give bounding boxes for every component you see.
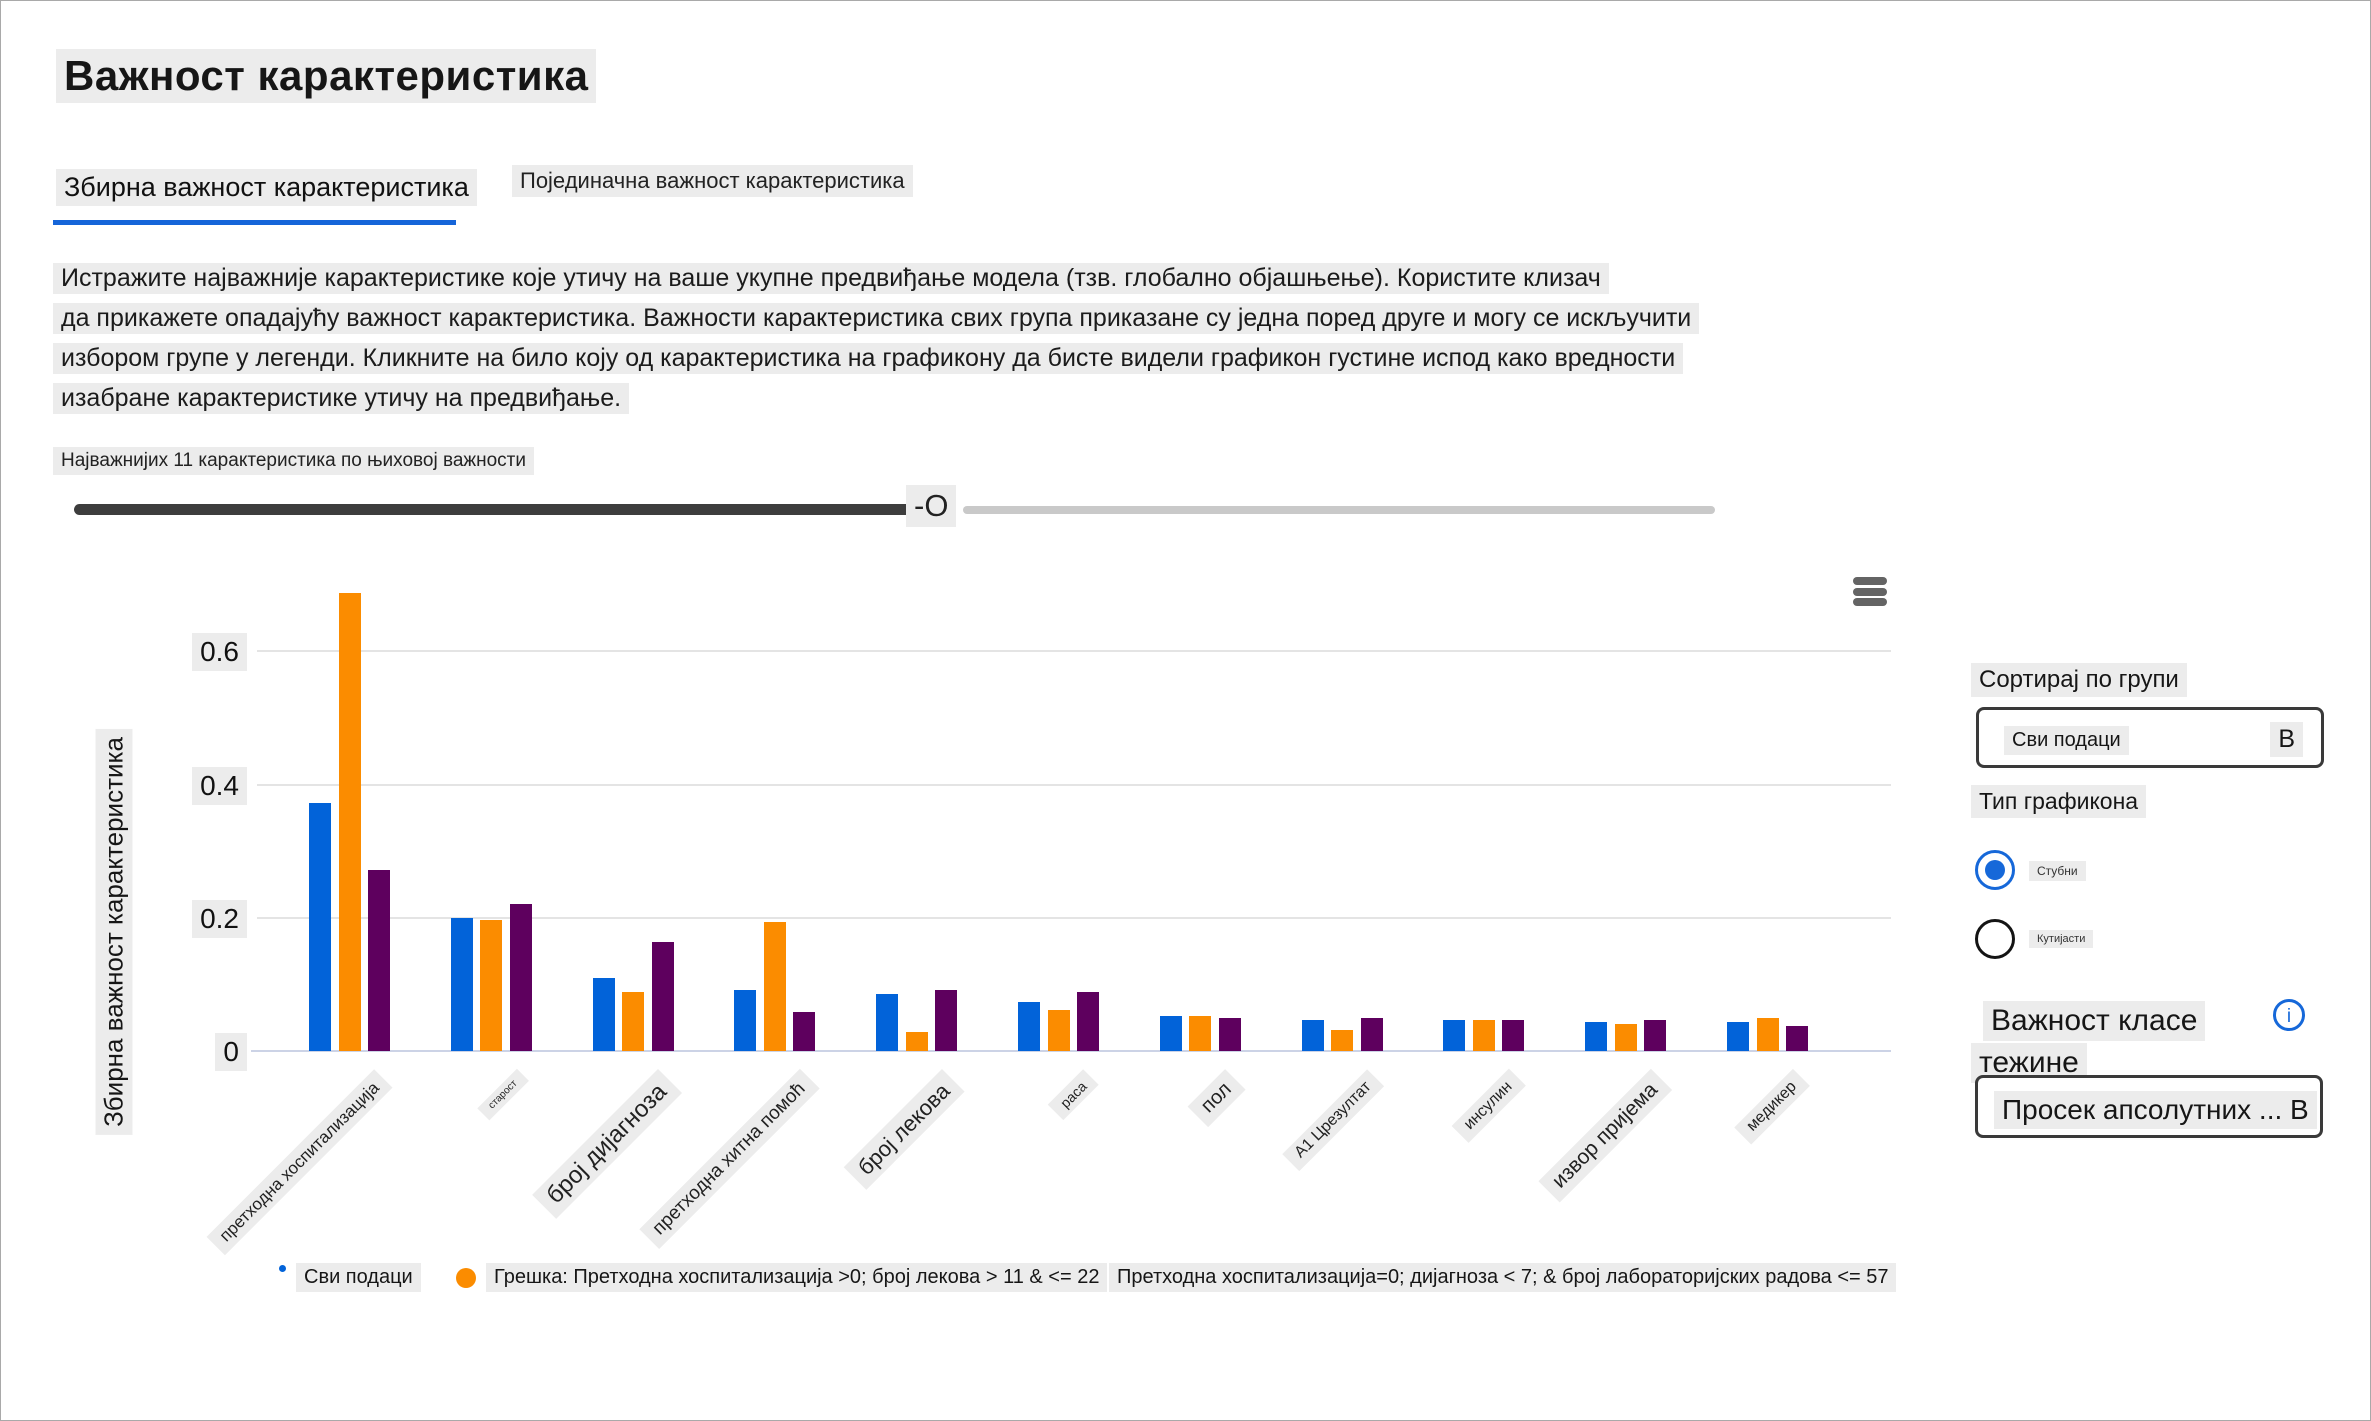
description-text: Истражите најважније карактеристике које… — [53, 263, 1700, 423]
y-tick-label: 0.2 — [167, 899, 247, 938]
info-icon[interactable]: i — [2273, 999, 2305, 1031]
chart-type-heading: Тип графикона — [1971, 785, 2147, 818]
bar[interactable] — [1077, 992, 1099, 1051]
bar[interactable] — [1331, 1030, 1354, 1051]
description-line: Истражите најважније карактеристике које… — [53, 263, 1609, 294]
class-weight-value: Просек апсолутних ... В — [1994, 1091, 2317, 1129]
chart-menu-icon[interactable] — [1849, 571, 1891, 613]
gridline — [257, 916, 1891, 919]
gridline — [257, 783, 1891, 786]
bar[interactable] — [763, 922, 786, 1051]
bar[interactable] — [1502, 1020, 1525, 1051]
sort-by-group-value: Сви подаци — [2004, 726, 2129, 755]
legend-marker-icon — [279, 1265, 286, 1272]
topk-slider-track-filled[interactable] — [74, 504, 919, 515]
bar[interactable] — [450, 918, 473, 1051]
x-axis-line — [251, 1050, 1891, 1052]
radio-bar-chart[interactable] — [1975, 850, 2015, 890]
radio-box-chart[interactable] — [1975, 919, 2015, 959]
topk-slider-label: Најважнијих 11 карактеристика по њиховој… — [53, 447, 534, 475]
bar[interactable] — [1585, 1022, 1608, 1051]
bar[interactable] — [480, 920, 503, 1051]
topk-slider-thumb[interactable]: -O — [906, 485, 957, 527]
bar[interactable] — [651, 942, 674, 1051]
radio-bar-chart-label: Стубни — [2029, 861, 2086, 881]
x-tick-label: пол — [1187, 1069, 1246, 1128]
legend-item[interactable]: Сви подаци — [279, 1263, 421, 1292]
description-line: избором групе у легенди. Кликните на бил… — [53, 343, 1684, 374]
legend-item[interactable]: Грешка: Претходна хоспитализација >0; бр… — [456, 1263, 1108, 1292]
description-line: изабране карактеристике утичу на предвиђ… — [53, 383, 630, 414]
legend-label: Грешка: Претходна хоспитализација >0; бр… — [486, 1263, 1108, 1292]
bar[interactable] — [793, 1012, 816, 1051]
bar[interactable] — [1189, 1016, 1212, 1051]
x-tick-label: извор пријема — [1538, 1069, 1672, 1203]
y-axis-title: Збирна важност карактеристика — [95, 729, 133, 1135]
sort-by-group-heading: Сортирај по групи — [1971, 663, 2187, 697]
x-tick-label: број лекова — [843, 1069, 965, 1190]
legend-label: Сви подаци — [296, 1263, 421, 1292]
bar[interactable] — [876, 994, 899, 1051]
bar[interactable] — [1360, 1018, 1383, 1051]
bar[interactable] — [622, 992, 645, 1051]
bar[interactable] — [1301, 1020, 1324, 1051]
bar[interactable] — [509, 904, 532, 1051]
class-importance-weights-heading: Важност класе — [1983, 1001, 2206, 1041]
y-tick-label: 0.4 — [167, 766, 247, 805]
description-line: да прикажете опадајућу важност карактери… — [53, 303, 1700, 334]
legend-label: Претходна хоспитализација=0; дијагноза <… — [1109, 1263, 1897, 1292]
bar[interactable] — [1614, 1024, 1637, 1051]
radio-box-chart-label: Кутијасти — [2029, 930, 2094, 948]
page-title: Важност карактеристика — [56, 49, 597, 103]
x-tick-label: број дијагноза — [532, 1069, 683, 1219]
x-tick-label: А1 Црезултат — [1281, 1069, 1385, 1172]
bar[interactable] — [592, 978, 615, 1051]
bar[interactable] — [1472, 1020, 1495, 1051]
bar[interactable] — [1644, 1020, 1667, 1051]
x-tick-label: старост — [476, 1069, 529, 1121]
class-weight-dropdown[interactable]: Просек апсолутних ... В — [1975, 1075, 2323, 1138]
bar[interactable] — [1786, 1026, 1808, 1051]
legend-marker-icon — [456, 1267, 476, 1288]
y-tick-label: 0 — [167, 1033, 247, 1071]
bar[interactable] — [1047, 1010, 1070, 1051]
bar[interactable] — [1218, 1018, 1241, 1051]
legend-item[interactable]: Претходна хоспитализација=0; дијагноза <… — [1109, 1263, 1897, 1292]
tab-aggregate-feature-importance[interactable]: Збирна важност карактеристика — [56, 169, 477, 206]
tab-individual-feature-importance[interactable]: Појединачна важност карактеристика — [512, 165, 913, 197]
x-tick-label: медикер — [1733, 1069, 1810, 1145]
x-tick-label: претходна хоспитализација — [206, 1069, 393, 1256]
x-tick-label: раса — [1047, 1069, 1100, 1121]
bar[interactable] — [338, 593, 361, 1051]
sort-by-group-dropdown[interactable]: Сви подаци В — [1976, 707, 2324, 768]
bar[interactable] — [368, 870, 390, 1051]
y-tick-label: 0.6 — [167, 633, 247, 672]
bar[interactable] — [1018, 1002, 1040, 1051]
bar[interactable] — [935, 990, 958, 1051]
dropdown-caret-icon: В — [2270, 722, 2303, 757]
bar[interactable] — [1159, 1016, 1182, 1051]
bar[interactable] — [905, 1032, 928, 1051]
bar[interactable] — [309, 803, 331, 1051]
bar[interactable] — [1727, 1022, 1749, 1051]
bar[interactable] — [1756, 1018, 1779, 1051]
topk-slider-track-empty[interactable] — [963, 506, 1715, 514]
bar[interactable] — [1443, 1020, 1466, 1051]
gridline — [257, 650, 1891, 653]
active-tab-underline — [53, 220, 456, 225]
bar[interactable] — [734, 990, 757, 1051]
x-tick-label: инсулин — [1451, 1069, 1526, 1143]
